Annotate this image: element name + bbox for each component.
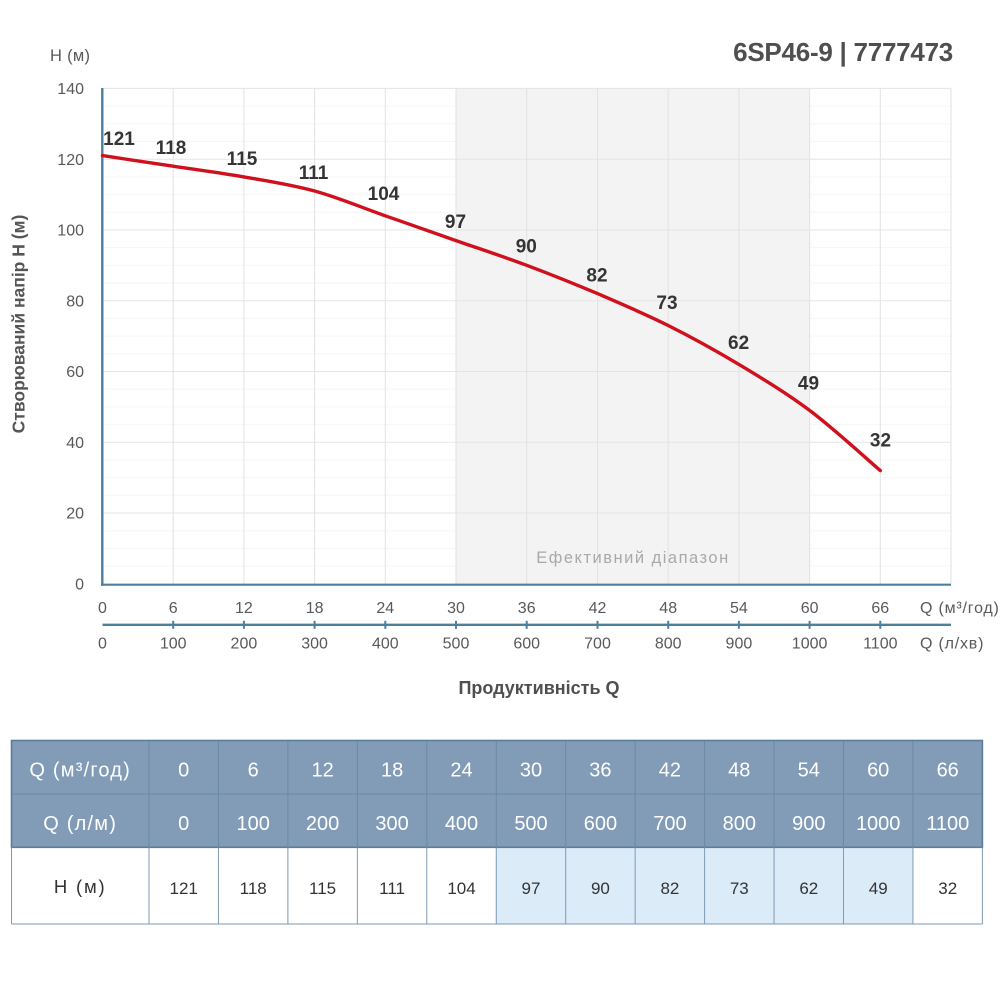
svg-text:73: 73 xyxy=(656,293,677,314)
svg-text:104: 104 xyxy=(447,879,475,898)
svg-text:Q (л/м): Q (л/м) xyxy=(43,813,117,835)
svg-text:32: 32 xyxy=(870,431,891,452)
svg-text:30: 30 xyxy=(447,600,465,617)
svg-text:1100: 1100 xyxy=(863,636,898,653)
svg-text:118: 118 xyxy=(156,138,187,159)
svg-text:Q (м³/год): Q (м³/год) xyxy=(29,759,131,781)
svg-text:36: 36 xyxy=(589,759,611,781)
svg-text:12: 12 xyxy=(235,600,253,617)
svg-text:1000: 1000 xyxy=(856,813,901,835)
svg-text:121: 121 xyxy=(170,879,198,898)
svg-text:115: 115 xyxy=(227,149,258,170)
svg-text:900: 900 xyxy=(792,813,825,835)
svg-text:97: 97 xyxy=(445,212,466,233)
svg-text:42: 42 xyxy=(589,600,607,617)
svg-text:66: 66 xyxy=(871,600,889,617)
svg-text:6SP46-9 | 7777473: 6SP46-9 | 7777473 xyxy=(733,37,953,67)
svg-text:48: 48 xyxy=(659,600,677,617)
svg-text:40: 40 xyxy=(66,435,84,452)
svg-text:120: 120 xyxy=(57,152,84,169)
svg-text:66: 66 xyxy=(937,759,959,781)
svg-text:80: 80 xyxy=(66,293,84,310)
svg-text:49: 49 xyxy=(869,879,888,898)
svg-text:20: 20 xyxy=(66,506,84,523)
svg-text:60: 60 xyxy=(801,600,819,617)
svg-text:73: 73 xyxy=(730,879,749,898)
svg-text:82: 82 xyxy=(660,879,679,898)
svg-text:0: 0 xyxy=(98,636,107,653)
svg-text:200: 200 xyxy=(306,813,339,835)
svg-text:60: 60 xyxy=(867,759,889,781)
svg-text:1100: 1100 xyxy=(926,813,969,835)
svg-text:100: 100 xyxy=(57,223,84,240)
svg-text:111: 111 xyxy=(299,163,329,184)
svg-text:104: 104 xyxy=(368,184,400,205)
svg-text:90: 90 xyxy=(516,237,537,258)
svg-text:700: 700 xyxy=(584,636,611,653)
svg-text:900: 900 xyxy=(726,636,753,653)
svg-text:32: 32 xyxy=(938,879,957,898)
svg-text:6: 6 xyxy=(248,759,259,781)
svg-text:500: 500 xyxy=(514,813,547,835)
svg-text:H (м): H (м) xyxy=(50,47,90,65)
svg-text:Q (м³/год): Q (м³/год) xyxy=(920,600,1000,617)
svg-text:0: 0 xyxy=(178,813,189,835)
svg-text:300: 300 xyxy=(375,813,408,835)
svg-text:49: 49 xyxy=(798,374,819,395)
svg-text:0: 0 xyxy=(178,759,189,781)
svg-text:12: 12 xyxy=(311,759,333,781)
svg-text:500: 500 xyxy=(443,636,470,653)
svg-text:Продуктивність Q: Продуктивність Q xyxy=(458,678,619,698)
svg-text:60: 60 xyxy=(66,364,84,381)
svg-text:0: 0 xyxy=(98,600,107,617)
svg-text:111: 111 xyxy=(379,879,405,898)
svg-text:100: 100 xyxy=(160,636,187,653)
svg-text:115: 115 xyxy=(309,879,336,898)
svg-text:800: 800 xyxy=(655,636,682,653)
svg-text:400: 400 xyxy=(372,636,399,653)
svg-text:24: 24 xyxy=(376,600,394,617)
svg-text:36: 36 xyxy=(518,600,536,617)
svg-text:24: 24 xyxy=(450,759,472,781)
svg-text:18: 18 xyxy=(381,759,403,781)
svg-text:62: 62 xyxy=(728,333,749,354)
svg-text:54: 54 xyxy=(730,600,748,617)
svg-text:62: 62 xyxy=(799,879,818,898)
svg-text:1000: 1000 xyxy=(792,636,828,653)
svg-text:200: 200 xyxy=(231,636,258,653)
svg-text:6: 6 xyxy=(169,600,178,617)
svg-text:H (м): H (м) xyxy=(54,876,107,897)
svg-text:800: 800 xyxy=(723,813,756,835)
svg-text:30: 30 xyxy=(520,759,542,781)
svg-text:54: 54 xyxy=(798,759,820,781)
svg-text:Створюваний напір H (м): Створюваний напір H (м) xyxy=(9,215,29,434)
svg-text:300: 300 xyxy=(301,636,328,653)
svg-text:18: 18 xyxy=(306,600,324,617)
svg-text:400: 400 xyxy=(445,813,478,835)
svg-text:118: 118 xyxy=(240,879,267,898)
svg-text:48: 48 xyxy=(728,759,750,781)
svg-text:140: 140 xyxy=(57,81,84,98)
svg-text:97: 97 xyxy=(522,879,541,898)
svg-text:0: 0 xyxy=(75,576,84,593)
svg-text:90: 90 xyxy=(591,879,610,898)
svg-text:42: 42 xyxy=(659,759,681,781)
svg-text:100: 100 xyxy=(237,813,270,835)
svg-text:Q (л/хв): Q (л/хв) xyxy=(920,636,984,653)
svg-text:Ефективний діапазон: Ефективний діапазон xyxy=(536,549,729,567)
svg-text:700: 700 xyxy=(653,813,686,835)
svg-text:121: 121 xyxy=(103,129,135,150)
svg-text:600: 600 xyxy=(513,636,540,653)
svg-text:82: 82 xyxy=(586,266,607,287)
svg-text:600: 600 xyxy=(584,813,617,835)
